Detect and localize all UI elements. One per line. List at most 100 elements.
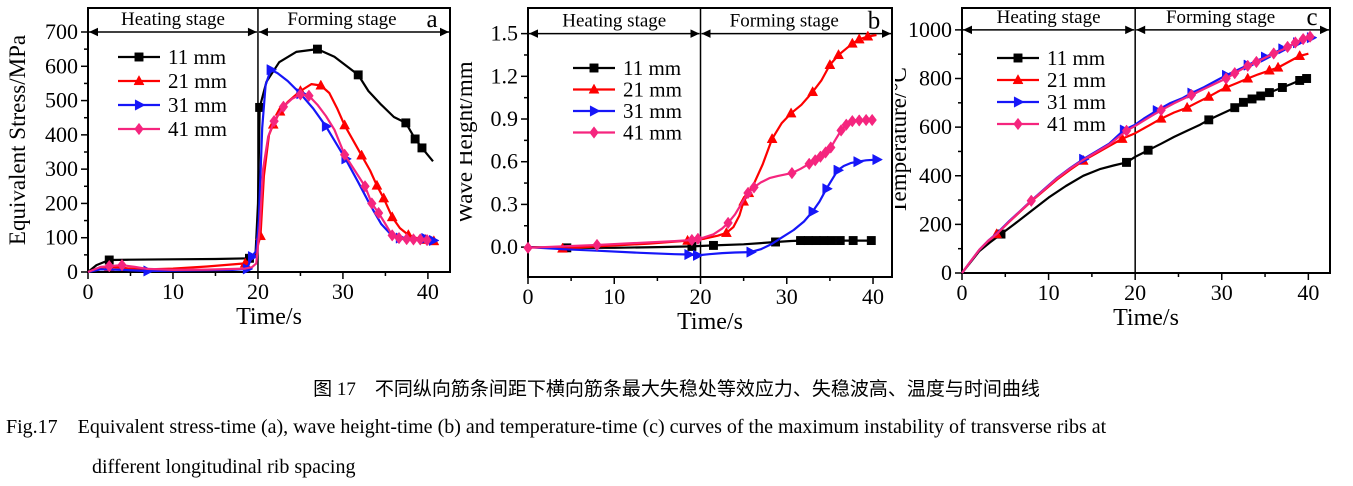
marker-square <box>1277 83 1287 92</box>
series-markers-41-mm <box>104 88 432 273</box>
marker-diamond <box>1013 117 1023 131</box>
marker-triangle-up <box>1155 112 1167 123</box>
panel-letter: a <box>426 6 437 33</box>
marker-diamond <box>723 216 733 230</box>
y-tick-label: 600 <box>45 53 78 78</box>
chart-panel-a: 0 10 20 30 40 0 100 200 300 400 500 600 700 Time/s Equ… <box>0 0 460 330</box>
marker-diamond <box>1305 30 1315 43</box>
marker-triangle-right <box>1013 96 1025 108</box>
marker-diamond <box>304 89 314 102</box>
x-tick-label: 30 <box>776 284 798 309</box>
y-tick-label: 400 <box>45 122 78 147</box>
marker-triangle-up <box>1242 72 1254 83</box>
marker-triangle-up <box>1263 64 1275 75</box>
marker-triangle-up <box>1272 61 1284 72</box>
marker-square <box>1302 74 1312 83</box>
x-tick-label: 30 <box>332 279 354 304</box>
y-tick-label: 0.0 <box>491 234 519 259</box>
marker-diamond <box>523 241 533 255</box>
marker-diamond <box>104 259 114 273</box>
marker-diamond <box>367 197 377 210</box>
series-line-31-mm <box>87 68 434 274</box>
series-markers-21-mm <box>991 49 1306 239</box>
marker-triangle-up <box>833 49 844 60</box>
marker-diamond <box>339 148 350 161</box>
x-axis-title: Time/s <box>1113 305 1179 330</box>
marker-triangle-right <box>589 105 601 117</box>
y-axis-title: Wave Height/mm <box>460 61 477 223</box>
marker-triangle-right <box>134 99 146 111</box>
series-line-11-mm <box>527 239 873 249</box>
legend-label: 31 mm <box>1047 90 1106 114</box>
series-line-41-mm <box>87 93 428 274</box>
y-tick-label: 1000 <box>908 17 952 42</box>
forming-stage-arrow <box>701 29 891 38</box>
heating-stage-arrow <box>963 25 1135 35</box>
heating-stage-arrow <box>529 29 700 38</box>
marker-diamond <box>1269 47 1279 60</box>
marker-triangle-up <box>824 59 836 69</box>
marker-triangle-up <box>1181 101 1193 112</box>
chart-svg-c: 0 10 20 30 4002004006008001000Time/sTemperat… <box>886 4 1331 331</box>
marker-triangle-up <box>1203 90 1215 101</box>
marker-triangle-up <box>356 149 368 160</box>
marker-triangle-up <box>807 86 819 97</box>
marker-diamond <box>787 166 797 180</box>
marker-square <box>417 143 427 153</box>
series-line-31-mm <box>527 158 877 257</box>
marker-diamond <box>1121 124 1132 137</box>
marker-triangle-right <box>746 246 758 258</box>
legend-label: 11 mm <box>168 45 226 69</box>
marker-triangle-up <box>371 179 383 190</box>
x-tick-label: 10 <box>603 284 625 309</box>
marker-triangle-up <box>766 133 778 143</box>
axis-ticks <box>955 29 1310 280</box>
x-tick-label: 0 <box>83 279 94 304</box>
marker-square <box>312 44 322 54</box>
marker-diamond <box>854 114 864 127</box>
y-tick-label: 100 <box>45 225 78 250</box>
marker-triangle-right <box>853 156 865 168</box>
series-markers-21-mm <box>103 79 440 271</box>
marker-triangle-up <box>862 30 874 41</box>
x-tick-label: 20 <box>690 284 712 309</box>
marker-square <box>1238 97 1248 107</box>
marker-square <box>353 70 363 80</box>
x-axis-title: Time/s <box>677 309 743 330</box>
forming-stage-label: Forming stage <box>287 9 396 30</box>
series-markers-31-mm <box>684 153 884 261</box>
marker-triangle-up <box>133 75 145 86</box>
marker-diamond <box>836 124 846 137</box>
marker-square <box>134 52 144 62</box>
heating-stage-label: Heating stage <box>997 7 1101 28</box>
plot-frame <box>527 7 893 278</box>
marker-triangle-up <box>386 211 398 222</box>
x-tick-label: 0 <box>523 284 534 309</box>
x-tick-label: 40 <box>862 284 884 309</box>
marker-diamond <box>408 233 419 246</box>
marker-square <box>835 236 845 246</box>
y-tick-label: 0.9 <box>491 106 519 131</box>
legend-label: 21 mm <box>623 78 682 102</box>
marker-triangle-up <box>1220 81 1232 92</box>
marker-triangle-right <box>247 250 259 263</box>
legend-label: 21 mm <box>1047 68 1106 92</box>
marker-square <box>848 236 858 246</box>
marker-diamond <box>401 232 412 246</box>
chart-svg-a: 0 10 20 30 400100200300400500600700Time/sEqu… <box>5 6 451 330</box>
marker-square <box>811 236 821 246</box>
marker-diamond <box>269 114 279 128</box>
x-tick-label: 10 <box>162 279 184 304</box>
marker-diamond <box>1251 55 1262 69</box>
marker-triangle-up <box>1116 132 1128 143</box>
x-tick-label: 10 <box>1038 280 1060 305</box>
marker-triangle-right <box>833 164 845 176</box>
y-tick-label: 1.2 <box>491 63 519 88</box>
marker-triangle-up <box>720 226 732 237</box>
marker-square <box>1143 145 1153 155</box>
forming-stage-arrow <box>258 27 449 37</box>
